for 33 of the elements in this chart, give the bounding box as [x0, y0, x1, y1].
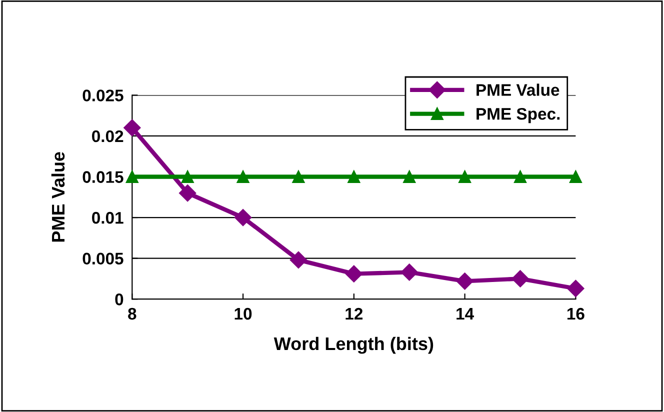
x-tick-label: 14	[456, 308, 474, 320]
y-tick-label: 0.005	[82, 252, 124, 265]
point	[290, 251, 308, 269]
y-tick-label: 0.015	[82, 171, 124, 183]
point	[512, 270, 529, 288]
point	[292, 170, 305, 183]
point	[400, 264, 418, 281]
point	[458, 170, 472, 183]
point	[179, 184, 196, 202]
point	[403, 170, 416, 183]
x-tick-label: 12	[346, 308, 363, 320]
y-tick-label: 0.025	[82, 90, 124, 102]
point	[348, 170, 360, 183]
point	[181, 170, 194, 183]
point	[514, 170, 526, 183]
point	[236, 170, 250, 183]
y-axis-title: PME Value	[51, 152, 65, 242]
y-tick-label: 0.02	[92, 130, 124, 142]
y-tick-label: 0.01	[92, 212, 124, 224]
x-axis-title: Word Length (bits)	[274, 336, 434, 354]
point	[345, 265, 362, 282]
point	[234, 208, 252, 226]
legend-label: PME Spec.	[476, 108, 560, 124]
point	[124, 119, 141, 136]
point	[456, 272, 474, 290]
x-tick-label: 8	[128, 308, 136, 320]
x-tick-label: 10	[234, 308, 252, 320]
y-tick-label: 0	[115, 294, 124, 306]
legend-label: PME Value	[476, 84, 560, 96]
point	[126, 170, 138, 183]
point	[567, 280, 584, 298]
x-tick-label: 16	[567, 308, 584, 320]
point	[569, 170, 582, 183]
